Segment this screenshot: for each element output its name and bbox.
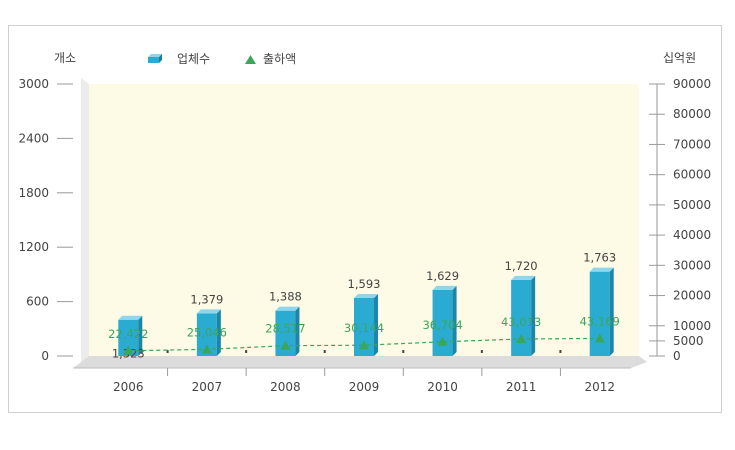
line-value-label: 43,169 bbox=[580, 314, 620, 328]
x-tick-label: 2012 bbox=[584, 380, 615, 394]
legend-bar-swatch-top bbox=[148, 54, 162, 57]
right-axis-tick-label: 50000 bbox=[673, 198, 711, 212]
right-axis-tick-label: 90000 bbox=[673, 77, 711, 91]
left-axis-tick-label: 1200 bbox=[18, 240, 49, 254]
left-axis-title: 개소 bbox=[54, 51, 76, 65]
line-value-label: 36,704 bbox=[422, 318, 462, 332]
bar-top bbox=[511, 275, 536, 280]
left-axis-tick-label: 600 bbox=[26, 295, 49, 309]
right-axis-tick-label: 70000 bbox=[673, 137, 711, 151]
line-value-label: 22,422 bbox=[108, 327, 148, 341]
left-axis-tick-label: 3000 bbox=[18, 77, 49, 91]
right-axis-tick-label: 10000 bbox=[673, 319, 711, 333]
bar-value-label: 1,379 bbox=[190, 292, 223, 306]
line-value-label: 25,046 bbox=[187, 325, 227, 339]
bar-side bbox=[138, 315, 143, 356]
x-floor-tick bbox=[559, 350, 562, 353]
left-axis-tick-label: 0 bbox=[41, 349, 49, 363]
line-point[interactable] bbox=[594, 333, 605, 343]
legend-bar-swatch bbox=[148, 57, 159, 63]
line-point[interactable] bbox=[123, 345, 134, 355]
bar-top bbox=[354, 293, 378, 298]
bar[interactable] bbox=[432, 289, 453, 356]
left-axis-tick-label: 1800 bbox=[18, 186, 49, 200]
right-axis-tick-label: 20000 bbox=[673, 289, 711, 303]
line-point[interactable] bbox=[359, 340, 369, 350]
right-axis-tick-label: 80000 bbox=[673, 107, 711, 121]
x-floor-tick bbox=[245, 350, 248, 353]
plot-floor bbox=[73, 356, 647, 368]
bar-top bbox=[196, 309, 221, 314]
right-axis-title: 십억원 bbox=[663, 51, 696, 65]
x-floor-tick bbox=[402, 350, 405, 353]
right-axis-tick-label: 5000 bbox=[673, 334, 704, 348]
x-floor-tick bbox=[323, 350, 326, 353]
bar-value-label: 1,593 bbox=[348, 277, 381, 291]
legend-bar-swatch-side bbox=[159, 54, 162, 63]
left-axis-tick-label: 2400 bbox=[18, 131, 49, 145]
legend-label-bar: 업체수 bbox=[177, 52, 210, 66]
bar-side bbox=[295, 306, 300, 356]
bar-side bbox=[216, 309, 221, 356]
bar-top bbox=[589, 267, 614, 272]
bar-value-label: 1,629 bbox=[426, 269, 459, 283]
right-axis-tick-label: 0 bbox=[673, 349, 681, 363]
x-tick-label: 2011 bbox=[506, 380, 537, 394]
bar-side bbox=[531, 275, 536, 356]
bar[interactable] bbox=[354, 297, 374, 356]
line-value-label: 43,013 bbox=[501, 315, 541, 329]
x-tick-label: 2007 bbox=[192, 380, 223, 394]
line-value-label: 30,144 bbox=[344, 321, 384, 335]
line-point[interactable] bbox=[437, 336, 448, 346]
legend-label-line: 출하액 bbox=[263, 52, 296, 66]
right-axis-tick-label: 30000 bbox=[673, 258, 711, 272]
bar[interactable] bbox=[511, 279, 532, 356]
bar[interactable] bbox=[275, 310, 296, 356]
bar-top bbox=[432, 285, 457, 290]
bar[interactable] bbox=[589, 271, 610, 356]
bar-side bbox=[452, 285, 457, 356]
x-floor-tick bbox=[166, 350, 169, 353]
x-tick-label: 2006 bbox=[113, 380, 144, 394]
x-tick-label: 2008 bbox=[270, 380, 301, 394]
x-tick-label: 2010 bbox=[427, 380, 458, 394]
x-floor-tick bbox=[480, 350, 483, 353]
bar-side bbox=[609, 267, 614, 356]
legend-line-marker bbox=[245, 55, 256, 64]
line-point[interactable] bbox=[516, 334, 527, 344]
plot-side-wall bbox=[81, 78, 89, 362]
line-point[interactable] bbox=[280, 340, 291, 350]
bar-value-label: 1,388 bbox=[269, 290, 302, 304]
right-axis-tick-label: 40000 bbox=[673, 228, 711, 242]
right-axis-tick-label: 60000 bbox=[673, 168, 711, 182]
x-tick-label: 2009 bbox=[349, 380, 380, 394]
bar-side bbox=[374, 293, 378, 356]
bar[interactable] bbox=[118, 319, 139, 356]
line-value-label: 28,517 bbox=[265, 322, 305, 336]
bar-value-label: 1,763 bbox=[583, 251, 616, 265]
chart-frame: 0 600 1200 1800 2400 3000 개소 0 5000 10000 20000 300… bbox=[8, 25, 722, 413]
bar-top bbox=[118, 315, 143, 320]
chart-canvas: 06001200180024003000개소050001000020000300… bbox=[18, 51, 711, 394]
line-point[interactable] bbox=[201, 344, 212, 354]
bar-top bbox=[275, 306, 300, 311]
bar[interactable] bbox=[196, 313, 217, 356]
bar-value-label: 1,720 bbox=[505, 259, 538, 273]
